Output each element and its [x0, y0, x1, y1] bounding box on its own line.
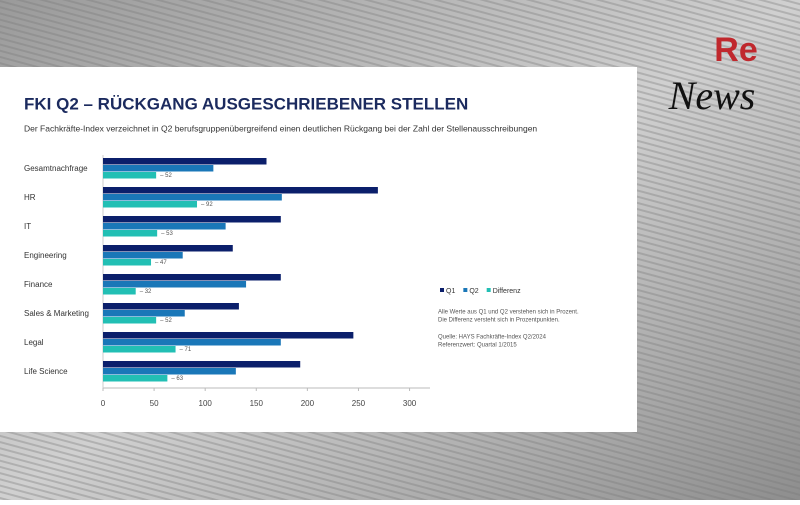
x-tick-label: 200: [301, 399, 315, 408]
bar: [103, 252, 183, 259]
note: Alle Werte aus Q1 und Q2 verstehen sich …: [438, 310, 579, 316]
value-label: – 71: [180, 347, 192, 353]
value-label: – 47: [155, 260, 167, 266]
logo-bottom: News: [668, 73, 756, 118]
x-tick-label: 250: [352, 399, 366, 408]
note: Die Differenz versteht sich in Prozentpu…: [438, 318, 560, 324]
legend-label: Q1: [446, 288, 455, 295]
x-tick-label: 300: [403, 399, 417, 408]
bar: [103, 375, 168, 382]
legend-swatch: [463, 288, 468, 292]
x-tick-label: 150: [250, 399, 264, 408]
x-tick-label: 0: [101, 399, 106, 408]
bar: [103, 346, 176, 353]
x-tick-label: 100: [199, 399, 213, 408]
x-tick-label: 50: [150, 399, 159, 408]
value-label: – 52: [160, 318, 172, 324]
legend-label: Q2: [469, 288, 478, 295]
bar: [103, 368, 236, 375]
bar: [103, 172, 157, 179]
bar: [103, 223, 226, 230]
bar: [103, 230, 158, 237]
bar: [103, 288, 136, 295]
y-tick-label: Finance: [24, 280, 53, 289]
bar: [103, 281, 247, 288]
bar: [103, 187, 378, 194]
bar: [103, 274, 281, 281]
note: Referenzwert: Quartal 1/2015: [438, 343, 517, 349]
bar: [103, 310, 185, 317]
logo-top: Re: [714, 31, 757, 69]
y-tick-label: Gesamtnachfrage: [24, 164, 88, 173]
bar: [103, 317, 157, 324]
bar: [103, 165, 214, 172]
bar: [103, 201, 198, 208]
y-tick-label: IT: [24, 222, 31, 231]
bar: [103, 361, 301, 368]
y-tick-label: Engineering: [24, 251, 67, 260]
chart-panel: [0, 67, 637, 432]
legend-label: Differenz: [493, 288, 521, 295]
value-label: – 92: [201, 202, 213, 208]
bar: [103, 245, 233, 252]
y-tick-label: Sales & Marketing: [24, 309, 89, 318]
bar: [103, 332, 354, 339]
value-label: – 52: [160, 173, 172, 179]
y-tick-label: HR: [24, 193, 36, 202]
y-tick-label: Life Science: [24, 367, 68, 376]
chart-subtitle: Der Fachkräfte-Index verzeichnet in Q2 b…: [24, 123, 537, 133]
value-label: – 32: [140, 289, 152, 295]
bar: [103, 216, 281, 223]
value-label: – 53: [161, 231, 173, 237]
legend-swatch: [440, 288, 444, 292]
legend-swatch: [486, 288, 491, 292]
bar: [103, 259, 152, 266]
bar: [103, 339, 281, 346]
bar: [103, 303, 239, 310]
chart-title: FKI Q2 – RÜCKGANG AUSGESCHRIEBENER STELL…: [24, 94, 468, 113]
note: Quelle: HAYS Fachkräfte-Index Q2/2024: [438, 335, 547, 341]
bar: [103, 158, 267, 165]
bar: [103, 194, 282, 201]
y-tick-label: Legal: [24, 338, 44, 347]
value-label: – 63: [171, 376, 183, 382]
